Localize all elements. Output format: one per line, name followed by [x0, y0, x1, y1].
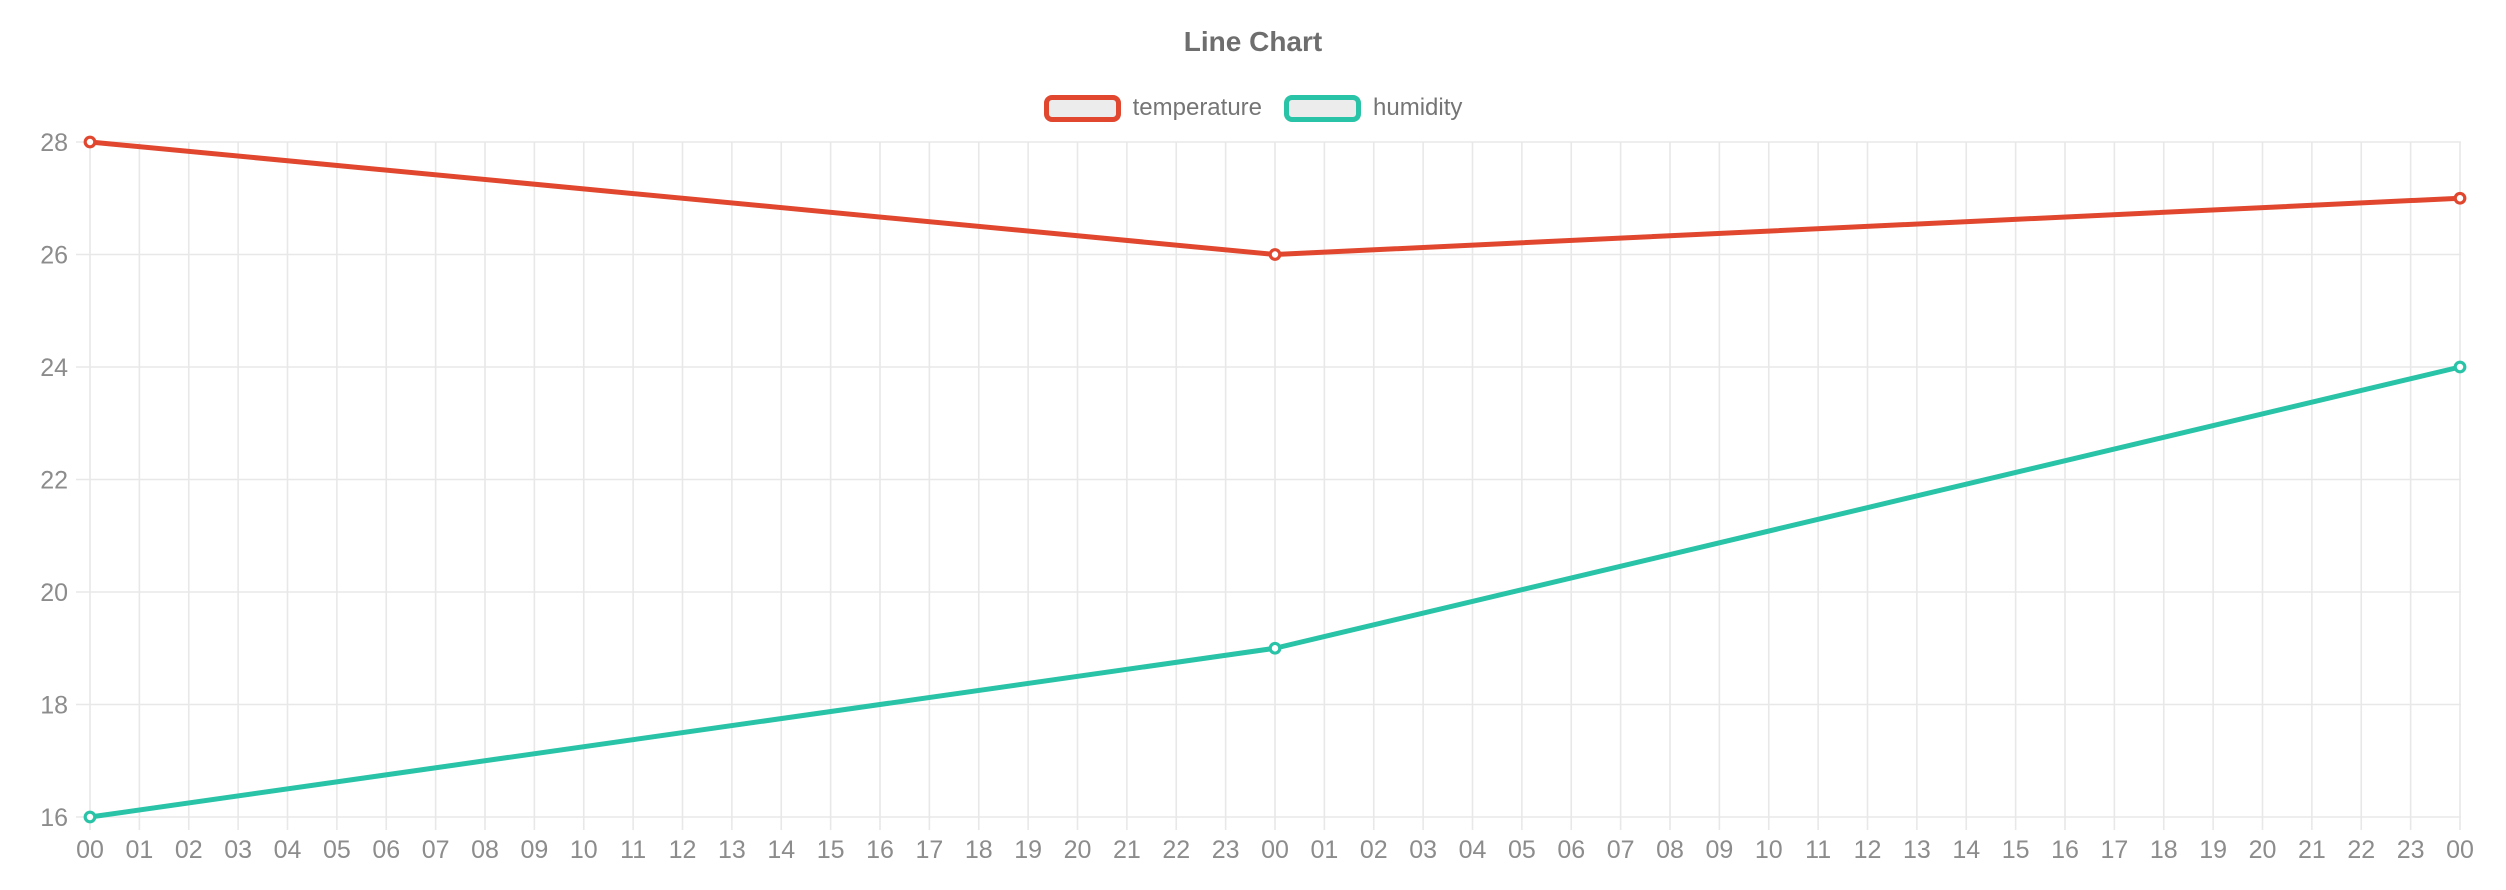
x-tick-label: 23	[2397, 836, 2425, 864]
x-tick-label: 01	[125, 836, 153, 864]
x-tick-label: 12	[669, 836, 697, 864]
chart-title: Line Chart	[1183, 26, 1323, 57]
y-axis-labels: 16 18 20 22 24 26 28	[40, 129, 68, 832]
temperature-swatch-icon	[1043, 94, 1121, 122]
x-tick-label: 18	[965, 836, 993, 864]
data-point-humidity[interactable]	[83, 810, 97, 824]
x-tick-label: 03	[1409, 836, 1437, 864]
y-tick-label: 24	[40, 354, 68, 382]
y-tick-label: 26	[40, 242, 68, 270]
x-tick-label: 11	[620, 836, 646, 864]
x-tick-label: 04	[274, 836, 302, 864]
x-tick-label: 10	[1755, 836, 1783, 864]
x-tick-label: 08	[1656, 836, 1684, 864]
x-tick-label: 00	[1261, 836, 1289, 864]
x-tick-label: 21	[2298, 836, 2326, 864]
y-gridlines	[76, 141, 2461, 818]
legend: temperature humidity	[0, 94, 2506, 122]
x-tick-label: 07	[1607, 836, 1635, 864]
x-tick-label: 20	[1064, 836, 1092, 864]
x-tick-label: 22	[1162, 836, 1190, 864]
x-tick-label: 17	[2100, 836, 2128, 864]
x-tick-label: 16	[2051, 836, 2079, 864]
y-tick-label: 18	[40, 692, 68, 720]
x-tick-label: 19	[1014, 836, 1042, 864]
x-tick-label: 09	[1705, 836, 1733, 864]
x-tick-label: 06	[1557, 836, 1585, 864]
x-tick-label: 15	[817, 836, 845, 864]
y-tick-label: 20	[40, 579, 68, 607]
x-tick-label: 07	[422, 836, 450, 864]
x-tick-label: 13	[1903, 836, 1931, 864]
x-tick-label: 16	[866, 836, 894, 864]
x-tick-label: 05	[323, 836, 351, 864]
data-point-temperature[interactable]	[2453, 191, 2467, 205]
x-tick-label: 09	[520, 836, 548, 864]
y-tick-label: 28	[40, 129, 68, 157]
x-tick-label: 12	[1854, 836, 1882, 864]
data-point-temperature[interactable]	[83, 135, 97, 149]
x-gridlines	[89, 142, 2461, 830]
x-tick-label: 03	[224, 836, 252, 864]
y-tick-label: 22	[40, 467, 68, 495]
legend-label-temperature: temperature	[1132, 94, 1263, 121]
x-tick-label: 22	[2347, 836, 2375, 864]
x-axis-labels: 00 01 02 03 04 05 06 07 08 09 10 11 12 13 14 15 16 17 18 19…	[76, 836, 2474, 864]
x-tick-label: 14	[1952, 836, 1980, 864]
humidity-swatch-icon	[1284, 94, 1362, 122]
x-tick-label: 10	[570, 836, 598, 864]
series-humidity	[83, 360, 2467, 824]
x-tick-label: 04	[1459, 836, 1487, 864]
x-tick-label: 14	[767, 836, 795, 864]
x-tick-label: 01	[1310, 836, 1338, 864]
series-temperature	[83, 135, 2467, 261]
legend-label-humidity: humidity	[1373, 94, 1463, 121]
x-tick-label: 06	[372, 836, 400, 864]
data-point-humidity[interactable]	[2453, 360, 2467, 374]
x-tick-label: 11	[1805, 836, 1831, 864]
data-point-humidity[interactable]	[1268, 641, 1282, 655]
x-tick-label: 20	[2249, 836, 2277, 864]
x-tick-label: 21	[1113, 836, 1141, 864]
y-tick-label: 16	[40, 804, 68, 832]
x-tick-label: 13	[718, 836, 746, 864]
data-point-temperature[interactable]	[1268, 248, 1282, 261]
x-tick-label: 05	[1508, 836, 1536, 864]
legend-item-temperature[interactable]: temperature	[1043, 94, 1263, 122]
x-tick-label: 02	[175, 836, 203, 864]
x-tick-label: 17	[915, 836, 943, 864]
x-tick-label: 00	[2446, 836, 2474, 864]
legend-item-humidity[interactable]: humidity	[1284, 94, 1462, 122]
x-tick-label: 15	[2002, 836, 2030, 864]
x-tick-label: 02	[1360, 836, 1388, 864]
x-tick-label: 19	[2199, 836, 2227, 864]
x-tick-label: 18	[2150, 836, 2178, 864]
x-tick-label: 23	[1212, 836, 1240, 864]
x-tick-label: 08	[471, 836, 499, 864]
x-tick-label: 00	[76, 836, 104, 864]
